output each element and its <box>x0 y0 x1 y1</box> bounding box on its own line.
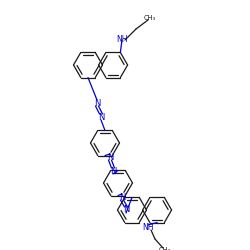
Text: N: N <box>94 98 100 108</box>
Text: N: N <box>119 192 125 202</box>
Text: CH₃: CH₃ <box>144 15 156 21</box>
Text: NH: NH <box>142 224 154 232</box>
Text: CH₃: CH₃ <box>159 247 171 250</box>
Text: N: N <box>123 206 129 214</box>
Text: NH: NH <box>116 36 128 44</box>
Text: N: N <box>107 152 113 162</box>
Text: N: N <box>98 112 104 122</box>
Text: N: N <box>110 166 116 175</box>
